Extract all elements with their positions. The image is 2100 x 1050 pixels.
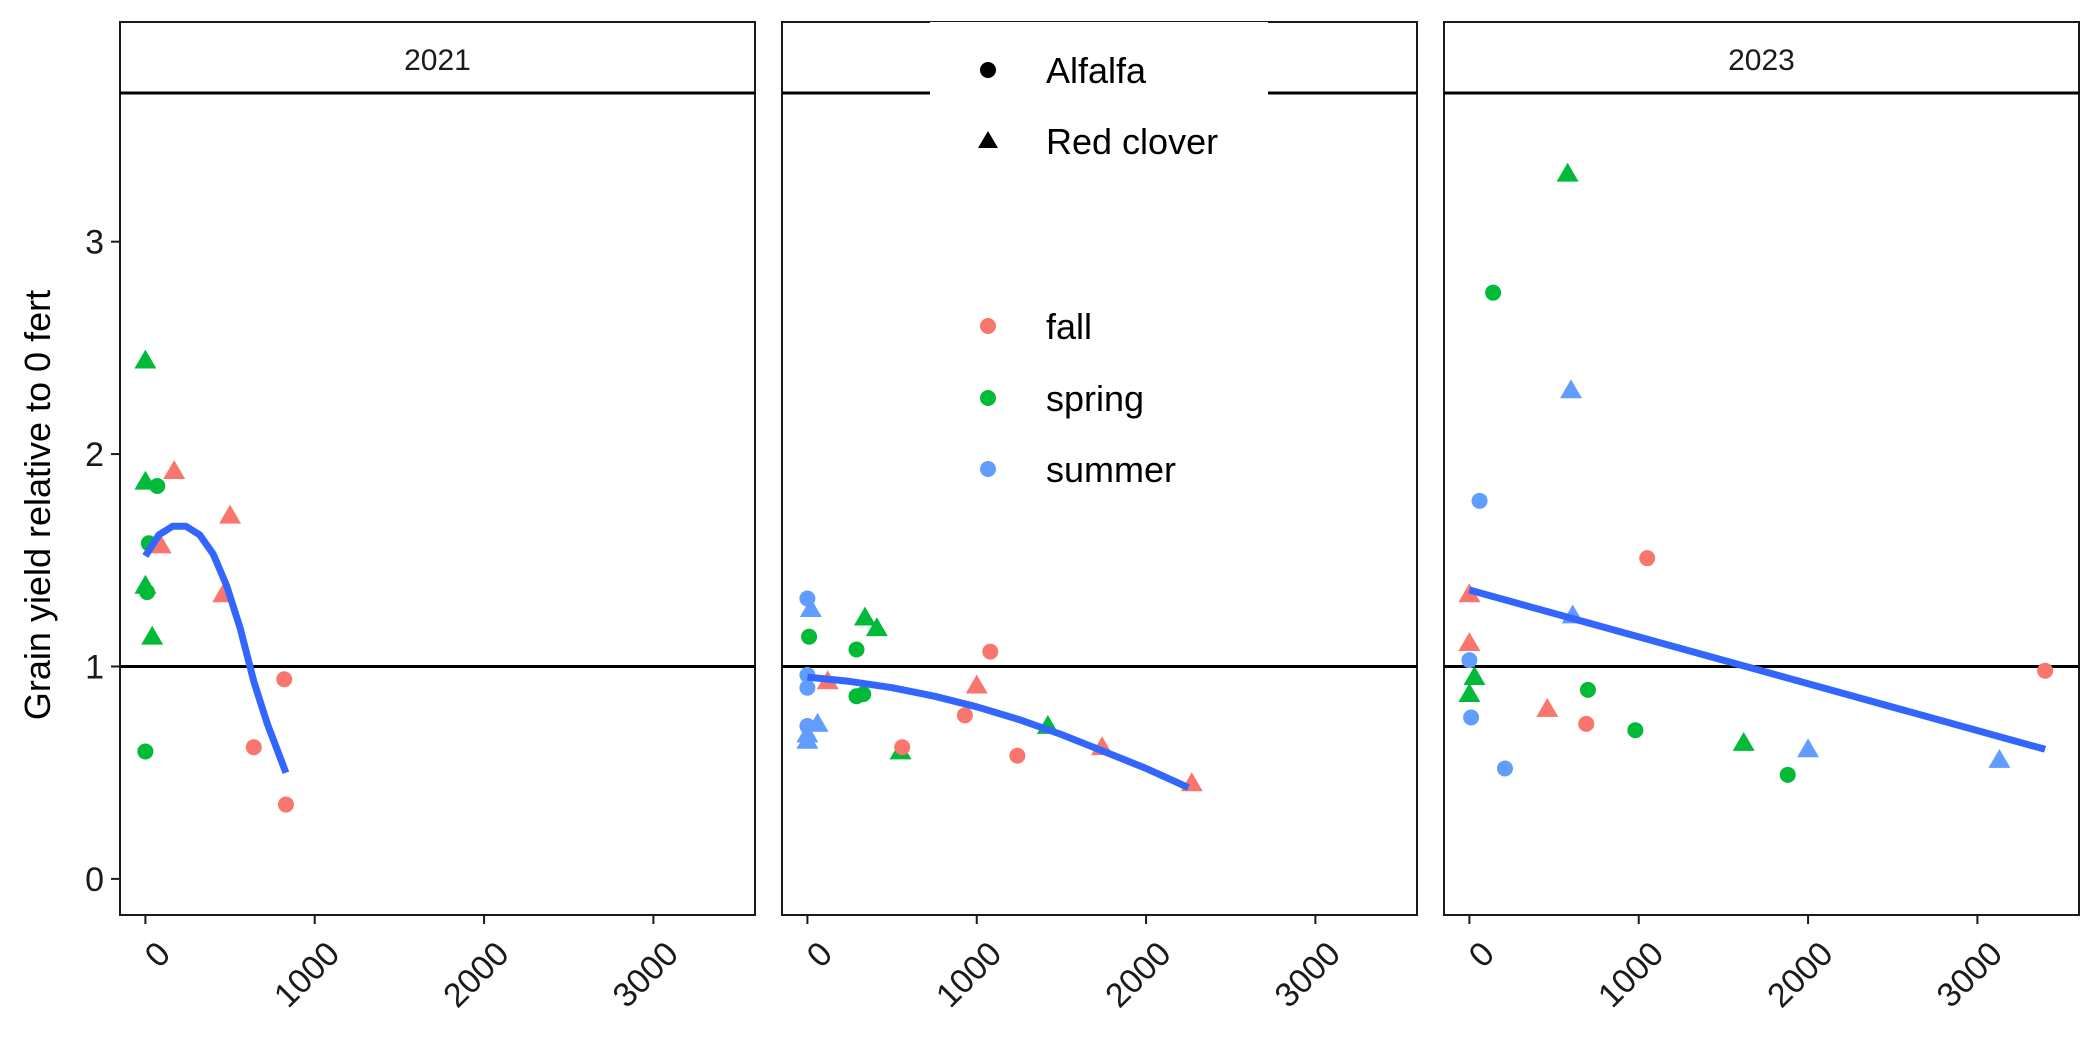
y-tick-label: 0 — [85, 861, 104, 899]
facet-strip-label: 2023 — [1728, 44, 1795, 77]
data-point-triangle — [149, 534, 172, 554]
data-point-circle — [2037, 662, 2054, 679]
data-point-triangle — [865, 617, 888, 637]
legend-label-color: fall — [1046, 306, 1092, 347]
data-point-circle — [277, 796, 294, 813]
data-point-triangle — [141, 625, 164, 645]
data-point-circle — [245, 739, 262, 756]
trend-line — [807, 673, 1190, 791]
data-point-triangle — [1556, 162, 1579, 182]
data-point-triangle — [965, 674, 988, 694]
data-point-circle — [1627, 722, 1644, 739]
data-point-circle — [1485, 284, 1502, 301]
legend-key-color — [980, 461, 996, 477]
data-point-triangle — [1463, 666, 1486, 686]
trend-line — [1468, 586, 2047, 753]
data-point-circle — [1461, 652, 1478, 669]
y-tick-label: 1 — [85, 648, 104, 686]
data-point-circle — [982, 643, 999, 660]
data-point-triangle — [1536, 697, 1559, 717]
facet-strip — [119, 21, 756, 94]
data-point-circle — [1779, 766, 1796, 783]
data-point-circle — [956, 707, 973, 724]
data-point-circle — [894, 739, 911, 756]
legend-key-circle — [980, 62, 996, 78]
data-point-circle — [149, 477, 166, 494]
legend-box — [930, 22, 1268, 490]
data-point-triangle — [1732, 731, 1755, 751]
y-axis-title: Grain yield relative to 0 fert — [17, 290, 58, 720]
legend-label-color: spring — [1046, 378, 1144, 419]
data-point-circle — [1463, 709, 1480, 726]
data-point-triangle — [1797, 738, 1820, 758]
data-point-triangle — [1560, 379, 1582, 399]
legend-key-color — [980, 390, 996, 406]
y-tick-label: 3 — [85, 224, 104, 262]
data-point-triangle — [163, 460, 186, 479]
data-point-circle — [1579, 681, 1596, 698]
data-point-circle — [801, 628, 818, 645]
y-tick-label: 2 — [85, 436, 104, 474]
legend-label-shape: Alfalfa — [1046, 50, 1147, 91]
y-axis: 0 1 2 3 — [85, 224, 120, 899]
data-point-circle — [1496, 760, 1513, 777]
data-point-circle — [1009, 747, 1026, 764]
data-point-circle — [1578, 715, 1595, 732]
legend: Alfalfa Red clover fall spring summer — [930, 22, 1268, 490]
legend-label-shape: Red clover — [1046, 121, 1218, 162]
data-point-triangle — [799, 598, 822, 618]
data-point-triangle — [134, 349, 157, 369]
data-point-circle — [276, 671, 293, 688]
data-point-circle — [799, 679, 816, 696]
data-point-triangle — [219, 504, 242, 524]
data-point-circle — [1639, 550, 1656, 567]
data-point-triangle — [1458, 683, 1481, 703]
data-point-triangle — [806, 712, 829, 732]
data-point-triangle — [853, 606, 876, 626]
data-point-circle — [139, 584, 156, 601]
facet-strip-label: 2021 — [404, 44, 471, 77]
data-point-circle — [1471, 492, 1488, 509]
legend-key-triangle — [978, 131, 998, 148]
legend-key-color — [980, 318, 996, 334]
trend-line — [142, 522, 290, 774]
data-point-circle — [855, 686, 872, 703]
data-point-triangle — [1458, 632, 1481, 652]
data-point-circle — [137, 743, 154, 760]
facet-strip — [1443, 21, 2080, 94]
data-point-triangle — [1988, 748, 2011, 768]
legend-label-color: summer — [1046, 449, 1176, 490]
data-point-circle — [848, 641, 865, 658]
data-point-triangle — [796, 729, 819, 749]
